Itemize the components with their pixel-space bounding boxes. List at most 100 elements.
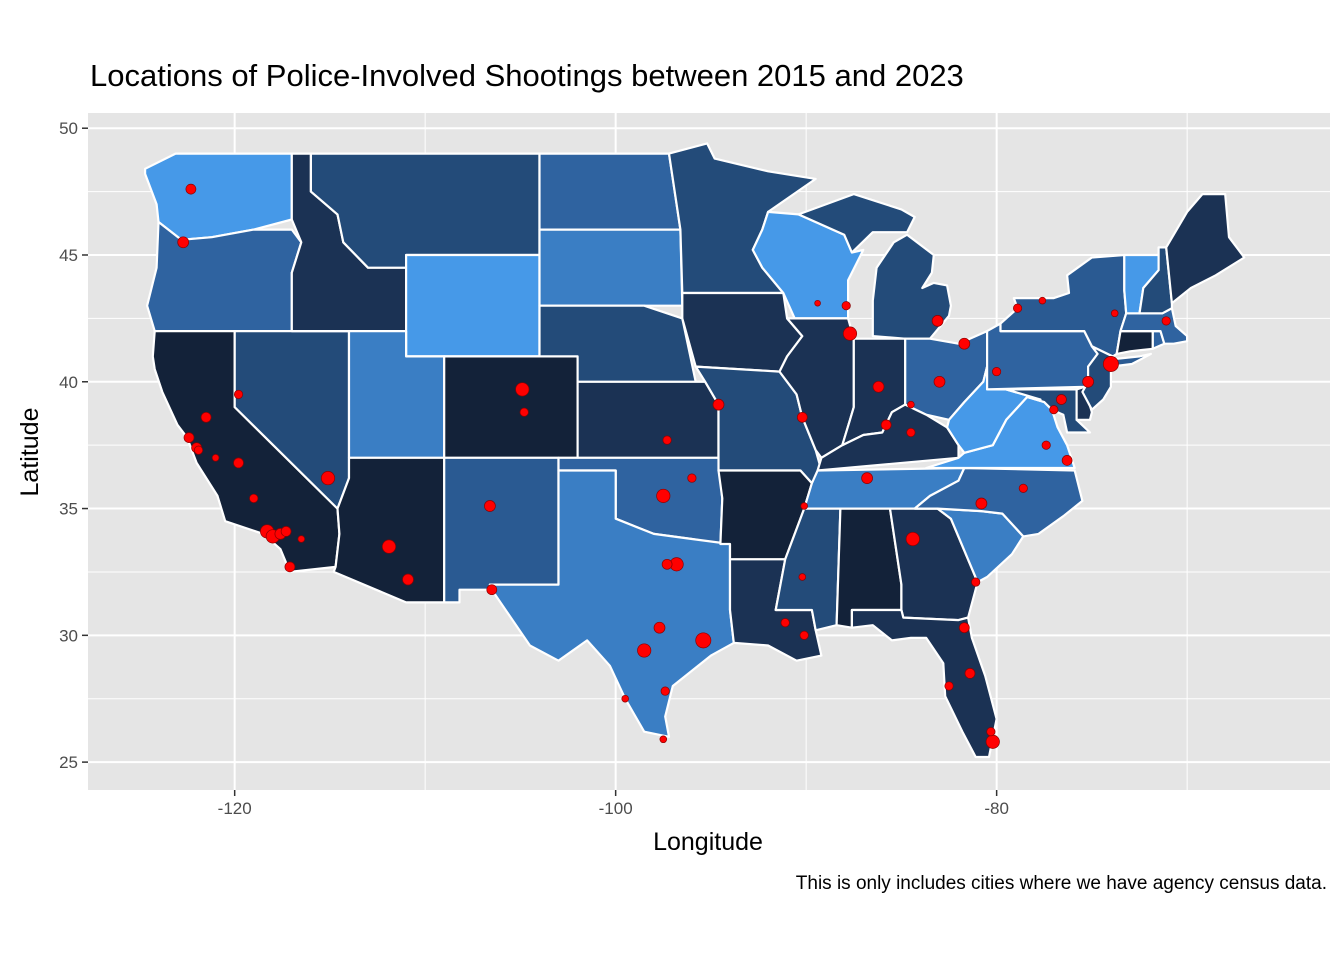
shooting-point (780, 618, 790, 628)
state-north-carolina (913, 466, 1084, 538)
shooting-point (861, 472, 873, 484)
shooting-point (381, 539, 397, 554)
shooting-point (621, 694, 629, 703)
shooting-point (177, 236, 190, 249)
shooting-point (200, 411, 212, 423)
x-tick-label: -120 (218, 799, 252, 818)
shooting-point (687, 473, 697, 483)
shooting-point (1049, 405, 1059, 415)
y-axis: 25 30 35 40 45 50 (59, 119, 88, 772)
y-tick-label: 40 (59, 373, 78, 392)
x-axis: -120 -100 -80 (218, 790, 1009, 818)
shooting-point (284, 561, 296, 573)
shooting-point (659, 735, 668, 744)
shooting-point (964, 668, 976, 679)
chart-caption: This is only includes cities where we ha… (795, 873, 1327, 894)
state-oregon (146, 220, 303, 333)
shooting-point (872, 380, 885, 393)
shooting-point (971, 577, 981, 587)
shooting-point (958, 337, 971, 350)
shooting-point (661, 558, 673, 570)
state-wyoming (405, 253, 541, 358)
shooting-point (905, 531, 920, 547)
x-tick-label: -80 (984, 799, 1009, 818)
chart-title: Locations of Police-Involved Shootings b… (90, 58, 964, 93)
shooting-point (233, 457, 244, 469)
shooting-point (515, 382, 530, 397)
shooting-point (1061, 455, 1073, 466)
shooting-point (1082, 375, 1094, 388)
shooting-point (958, 622, 970, 634)
shooting-point (297, 535, 306, 543)
shooting-point (975, 497, 988, 510)
shooting-point (1056, 394, 1067, 405)
shooting-point (662, 435, 672, 445)
shooting-point (985, 734, 1000, 749)
y-tick-label: 25 (59, 753, 78, 772)
state-connecticut (1115, 330, 1154, 355)
shooting-point (656, 488, 671, 503)
shooting-point (992, 367, 1002, 377)
shooting-point (944, 681, 954, 691)
shooting-point (653, 621, 666, 634)
y-tick-label: 35 (59, 500, 78, 519)
state-kentucky (816, 403, 960, 472)
shooting-point (484, 500, 496, 512)
shooting-point (660, 686, 670, 696)
shooting-point (1161, 316, 1171, 326)
shooting-point (814, 299, 821, 307)
states-layer (144, 142, 1246, 759)
shooting-point (1018, 483, 1028, 493)
shooting-point (1110, 309, 1119, 318)
shooting-point (193, 445, 204, 455)
shooting-point (519, 407, 529, 417)
shooting-point (800, 502, 808, 510)
shooting-point (1102, 356, 1119, 372)
state-new-mexico (443, 456, 560, 604)
shooting-point (637, 643, 652, 658)
shooting-point (280, 526, 292, 537)
y-tick-label: 30 (59, 626, 78, 645)
shooting-point (1013, 303, 1023, 313)
shooting-point (1041, 440, 1051, 450)
shooting-point (1038, 296, 1047, 305)
shooting-point (695, 632, 712, 649)
state-michigan-up (797, 193, 916, 254)
shooting-point (320, 471, 336, 486)
y-tick-label: 45 (59, 246, 78, 265)
shooting-point (486, 584, 498, 596)
shooting-point (185, 183, 197, 195)
state-pennsylvania (985, 322, 1099, 391)
shooting-point (799, 630, 809, 640)
shooting-point (986, 727, 996, 737)
state-maine (1165, 193, 1246, 305)
state-north-dakota (538, 152, 682, 231)
state-florida (850, 608, 998, 759)
shooting-point (183, 432, 195, 443)
shooting-point (233, 389, 244, 399)
shooting-point (712, 398, 725, 411)
y-axis-title: Latitude (16, 408, 44, 497)
state-mississippi (774, 507, 842, 632)
state-kansas (576, 380, 720, 459)
shooting-point (796, 411, 808, 423)
shooting-point (907, 400, 915, 409)
shooting-point (842, 326, 858, 341)
state-michigan (871, 233, 953, 340)
shooting-point (841, 301, 851, 311)
state-colorado (443, 355, 579, 459)
x-axis-title: Longitude (653, 828, 763, 856)
shooting-points-layer (177, 183, 1171, 749)
shooting-point (933, 375, 946, 388)
x-tick-label: -100 (599, 799, 633, 818)
shooting-point (402, 573, 414, 586)
shooting-point (906, 427, 916, 438)
shooting-point (931, 315, 944, 327)
shooting-point (880, 419, 892, 431)
state-south-dakota (538, 228, 684, 307)
shooting-point (798, 573, 807, 581)
shooting-point (249, 493, 259, 503)
state-texas (488, 469, 735, 738)
y-tick-label: 50 (59, 119, 78, 138)
